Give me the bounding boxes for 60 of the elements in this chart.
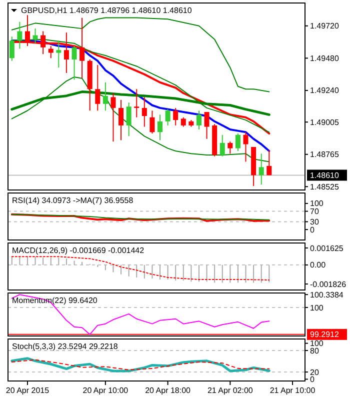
y-tick-label: 30 (310, 218, 320, 227)
ref-line-label: 99.2912 (310, 330, 340, 340)
y-tick-label: 1.49720 (310, 22, 340, 31)
candlestick (228, 141, 233, 154)
x-tick-label: 20 Apr 18:00 (145, 386, 192, 395)
x-tick-label: 20 Apr 10:00 (82, 386, 129, 395)
candlestick (258, 153, 264, 186)
candlestick (17, 21, 22, 50)
candlestick (204, 111, 210, 140)
y-tick-label: 20 (310, 368, 320, 377)
x-tick-label: 21 Apr 02:00 (207, 386, 254, 395)
candlestick (9, 36, 14, 62)
candlestick (150, 110, 155, 134)
candlestick (158, 114, 163, 141)
candlestick (180, 116, 186, 128)
candlestick (134, 88, 140, 118)
y-tick-label: 0 (310, 375, 315, 384)
candlestick (118, 99, 124, 141)
y-tick-label: 100.3384 (310, 290, 344, 300)
x-tick-label: 21 Apr 10:00 (270, 386, 316, 395)
line-series (11, 76, 270, 162)
chart-title: MACD(12,26,9) -0.001669 -0.001442 (12, 246, 145, 255)
y-tick-label: 1.49480 (310, 54, 340, 63)
candlestick (173, 107, 178, 126)
line-series (11, 256, 270, 280)
y-tick-label: 0.001625 (310, 244, 344, 253)
y-tick-label: 0.00 (310, 260, 326, 270)
chart-title: RSI(14) 34.0973 ->MA(7) 36.9558 (12, 196, 134, 205)
candlestick (165, 108, 170, 126)
ref-line-label: 1.48610 (310, 171, 340, 180)
y-tick-label: 1.49240 (310, 86, 340, 96)
candlestick (196, 110, 202, 130)
candlestick (48, 46, 54, 59)
candlestick (243, 132, 248, 162)
y-tick-label: 1.48765 (310, 150, 340, 160)
candlestick (220, 134, 225, 157)
y-tick-label: 70 (310, 207, 320, 216)
y-tick-label: 100 (310, 339, 324, 348)
candlestick (95, 64, 100, 112)
candlestick (110, 92, 116, 142)
candlestick (72, 46, 77, 80)
y-tick-label: 100 (310, 303, 324, 312)
candlestick (102, 82, 108, 112)
chart-title: Stoch(5,3,3) 23.5294 29.2218 (12, 342, 118, 351)
y-tick-label: 1.49005 (310, 118, 340, 127)
x-tick-label: 20 Apr 2015 (6, 386, 50, 395)
candlestick (142, 96, 147, 128)
candlestick (126, 102, 132, 137)
line-series (11, 17, 270, 92)
candlestick (266, 150, 272, 176)
candlestick (32, 28, 38, 44)
y-tick-label: -0.001826 (310, 280, 347, 289)
candlestick (56, 40, 62, 68)
line-series (11, 294, 270, 335)
y-tick-label: 0 (310, 225, 315, 234)
y-tick-label: 100 (310, 199, 324, 208)
y-tick-label: 80 (310, 346, 320, 356)
y-tick-label: 1.48525 (310, 182, 340, 192)
chart-title: GBPUSD,H1 1.48679 1.48796 1.48610 1.48610 (21, 6, 192, 15)
candlestick (235, 132, 240, 152)
